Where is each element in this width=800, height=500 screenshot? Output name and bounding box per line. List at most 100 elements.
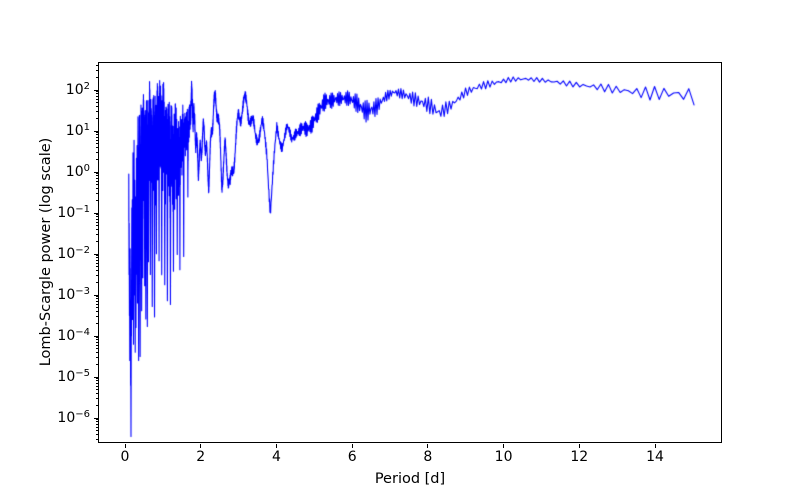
x-tick-label: 6 bbox=[347, 449, 357, 465]
x-tick-label: 4 bbox=[271, 449, 281, 465]
y-minor-tick-mark bbox=[95, 255, 98, 257]
x-tick-mark bbox=[427, 444, 429, 448]
y-minor-tick-mark bbox=[95, 95, 98, 97]
y-tick-label: 10−6 bbox=[50, 409, 90, 426]
y-minor-tick-mark bbox=[95, 177, 98, 179]
power-base: 10 bbox=[65, 164, 84, 180]
y-tick-mark bbox=[94, 89, 98, 91]
y-tick-label: 101 bbox=[50, 122, 90, 139]
y-minor-tick-mark bbox=[95, 397, 98, 399]
y-minor-tick-mark bbox=[95, 306, 98, 308]
y-minor-tick-mark bbox=[95, 339, 98, 341]
y-tick-label: 10−2 bbox=[50, 245, 90, 262]
y-minor-tick-mark bbox=[95, 298, 98, 300]
y-tick-mark bbox=[94, 171, 98, 173]
y-tick-mark bbox=[94, 376, 98, 378]
power-base: 10 bbox=[57, 205, 76, 221]
y-minor-tick-mark bbox=[95, 101, 98, 103]
y-minor-tick-mark bbox=[95, 221, 98, 223]
y-minor-tick-mark bbox=[95, 64, 98, 66]
y-tick-label: 10−1 bbox=[50, 204, 90, 221]
y-tick-mark bbox=[94, 130, 98, 132]
y-minor-tick-mark bbox=[95, 337, 98, 339]
y-tick-label: 10−5 bbox=[50, 368, 90, 385]
power-base: 10 bbox=[57, 410, 76, 426]
y-minor-tick-mark bbox=[95, 262, 98, 264]
power-exponent: −3 bbox=[75, 286, 90, 298]
y-minor-tick-mark bbox=[95, 382, 98, 384]
y-minor-tick-mark bbox=[95, 142, 98, 144]
y-minor-tick-mark bbox=[95, 91, 98, 93]
y-minor-tick-mark bbox=[95, 388, 98, 390]
x-tick-label: 12 bbox=[570, 449, 589, 465]
y-minor-tick-mark bbox=[95, 296, 98, 298]
power-base: 10 bbox=[57, 328, 76, 344]
y-minor-tick-mark bbox=[95, 300, 98, 302]
power-base: 10 bbox=[65, 123, 84, 139]
y-minor-tick-mark bbox=[95, 433, 98, 435]
y-minor-tick-mark bbox=[95, 405, 98, 407]
y-tick-label: 10−4 bbox=[50, 327, 90, 344]
y-minor-tick-mark bbox=[95, 341, 98, 343]
power-exponent: −2 bbox=[75, 245, 90, 257]
y-minor-tick-mark bbox=[95, 118, 98, 120]
power-exponent: 1 bbox=[83, 122, 90, 134]
y-tick-mark bbox=[94, 417, 98, 419]
power-exponent: −5 bbox=[75, 368, 90, 380]
y-minor-tick-mark bbox=[95, 98, 98, 100]
y-minor-tick-mark bbox=[95, 282, 98, 284]
y-minor-tick-mark bbox=[95, 136, 98, 138]
y-minor-tick-mark bbox=[95, 146, 98, 148]
y-minor-tick-mark bbox=[95, 69, 98, 71]
y-minor-tick-mark bbox=[95, 134, 98, 136]
y-minor-tick-mark bbox=[95, 241, 98, 243]
y-minor-tick-mark bbox=[95, 132, 98, 134]
y-minor-tick-mark bbox=[95, 269, 98, 271]
y-minor-tick-mark bbox=[95, 139, 98, 141]
y-minor-tick-mark bbox=[95, 159, 98, 161]
x-tick-mark bbox=[200, 444, 202, 448]
y-minor-tick-mark bbox=[95, 257, 98, 259]
y-axis-label: Lomb-Scargle power (log scale) bbox=[38, 137, 54, 367]
x-tick-label: 2 bbox=[196, 449, 206, 465]
x-tick-label: 14 bbox=[646, 449, 664, 465]
y-minor-tick-mark bbox=[95, 303, 98, 305]
x-tick-mark bbox=[503, 444, 505, 448]
y-minor-tick-mark bbox=[95, 175, 98, 177]
y-minor-tick-mark bbox=[95, 180, 98, 182]
y-minor-tick-mark bbox=[95, 151, 98, 153]
y-minor-tick-mark bbox=[95, 216, 98, 218]
power-exponent: −6 bbox=[75, 409, 90, 421]
y-tick-label: 102 bbox=[50, 82, 90, 97]
y-tick-mark bbox=[94, 294, 98, 296]
y-minor-tick-mark bbox=[95, 347, 98, 349]
x-axis-label: Period [d] bbox=[374, 471, 446, 487]
y-minor-tick-mark bbox=[95, 259, 98, 261]
power-base: 10 bbox=[57, 369, 76, 385]
y-minor-tick-mark bbox=[95, 351, 98, 353]
x-tick-label: 10 bbox=[494, 449, 513, 465]
power-exponent: −4 bbox=[75, 327, 90, 339]
periodogram-curve bbox=[98, 62, 722, 443]
y-minor-tick-mark bbox=[95, 77, 98, 79]
y-minor-tick-mark bbox=[95, 423, 98, 425]
y-tick-mark bbox=[94, 253, 98, 255]
y-minor-tick-mark bbox=[95, 344, 98, 346]
y-minor-tick-mark bbox=[95, 310, 98, 312]
y-minor-tick-mark bbox=[95, 421, 98, 423]
y-minor-tick-mark bbox=[95, 426, 98, 428]
x-tick-mark bbox=[351, 444, 353, 448]
power-exponent: −1 bbox=[75, 204, 90, 216]
y-minor-tick-mark bbox=[95, 183, 98, 185]
y-tick-mark bbox=[94, 335, 98, 337]
y-minor-tick-mark bbox=[95, 380, 98, 382]
power-base: 10 bbox=[57, 287, 76, 303]
power-base: 10 bbox=[57, 246, 76, 262]
x-tick-mark bbox=[124, 444, 126, 448]
y-minor-tick-mark bbox=[95, 218, 98, 220]
y-minor-tick-mark bbox=[95, 93, 98, 95]
y-minor-tick-mark bbox=[95, 364, 98, 366]
y-minor-tick-mark bbox=[95, 200, 98, 202]
y-minor-tick-mark bbox=[95, 187, 98, 189]
